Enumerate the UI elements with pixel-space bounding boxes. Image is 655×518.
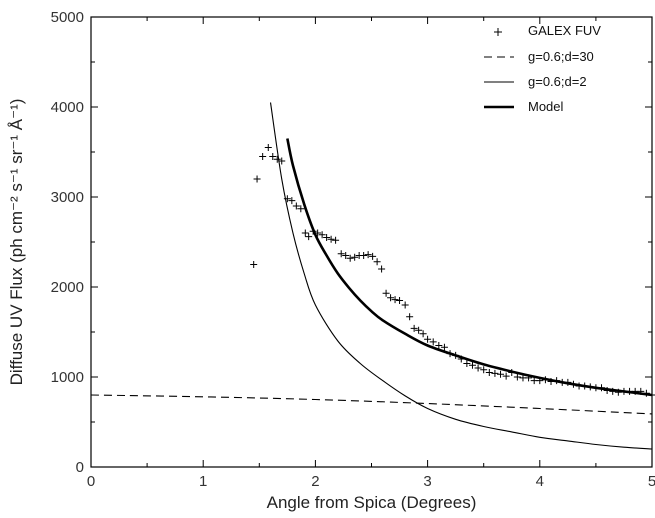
legend: GALEX FUV g=0.6;d=30 g=0.6;d=2 Model [484,23,601,114]
y-tick-label: 4000 [51,99,84,116]
legend-label-model: Model [528,99,564,114]
data-point-galex [415,326,423,334]
y-tick-label: 1000 [51,369,84,386]
data-point-galex [429,338,437,346]
x-tick-label: 5 [648,473,655,490]
data-point-galex [323,234,331,241]
data-point-galex [301,229,309,237]
data-point-galex [541,376,549,384]
data-point-galex [609,387,617,395]
legend-label-thin: g=0.6;d=2 [528,74,587,89]
legend-label-galex: GALEX FUV [528,23,601,38]
x-tick-labels: 0 1 2 3 4 5 [87,473,655,490]
data-point-galex [569,380,577,388]
data-point-galex [435,342,443,349]
series-line-1 [91,394,652,415]
data-point-galex [250,261,258,268]
data-point-galex [642,389,650,397]
curves [91,102,652,450]
data-point-galex [360,252,368,259]
data-point-galex [406,313,414,321]
data-point-galex [309,227,317,235]
data-point-galex [446,350,454,358]
data-point-galex [401,301,409,309]
data-point-galex [351,253,359,261]
x-axis-label: Angle from Spica (Degrees) [267,493,477,512]
data-point-galex [424,335,432,343]
y-tick-label: 0 [76,459,84,476]
x-tick-label: 1 [199,473,207,490]
data-point-galex [305,233,313,241]
data-point-galex [288,197,296,205]
data-point-galex [318,231,326,239]
plot-frame [90,16,653,468]
data-point-galex [603,387,611,394]
data-point-galex [547,378,555,385]
data-point-galex [474,364,482,372]
data-point-galex [332,236,340,244]
series-line-3 [286,138,652,397]
x-tick-label: 4 [536,473,544,490]
data-point-galex [536,377,544,385]
data-point-galex [508,369,516,376]
data-point-galex [457,355,465,363]
data-point-galex [259,153,267,160]
data-point-galex [581,382,589,390]
data-point-galex [278,157,286,165]
data-point-galex [382,289,390,297]
data-point-galex [292,202,300,210]
data-point-galex [346,254,354,262]
data-point-galex [586,383,594,391]
y-axis-label: Diffuse UV Flux (ph cm⁻² s⁻¹ sr⁻¹ Å⁻¹) [7,99,26,386]
x-tick-label: 0 [87,473,95,490]
data-point-galex [337,250,345,258]
data-point-galex [497,370,505,378]
data-point-galex [342,252,350,259]
legend-marker-galex [494,28,502,36]
data-point-galex [373,258,381,266]
data-point-galex [387,294,395,302]
data-point-galex [637,387,645,395]
data-point-galex [614,388,622,396]
data-point-galex [463,360,471,367]
data-point-galex [391,296,399,304]
x-tick-label: 3 [423,473,431,490]
y-tick-labels: 0 1000 2000 3000 4000 5000 [51,9,84,476]
data-point-galex [491,369,499,377]
x-tick-label: 2 [311,473,319,490]
data-point-galex [253,175,261,183]
galex-points [250,144,655,399]
data-point-galex [378,265,386,273]
data-point-galex [452,351,460,359]
data-point-galex [264,144,272,151]
data-point-galex [513,373,521,381]
data-point-galex [440,343,448,351]
y-tick-label: 3000 [51,189,84,206]
data-point-galex [525,374,533,382]
data-point-galex [396,297,404,304]
data-point-galex [564,378,572,386]
data-point-galex [468,361,476,369]
data-point-galex [485,369,493,376]
data-point-galex [598,384,606,392]
legend-label-dashed: g=0.6;d=30 [528,49,594,64]
y-tick-label: 2000 [51,279,84,296]
data-point-galex [502,372,510,380]
data-point-galex [283,195,291,203]
data-point-galex [369,252,377,260]
series-line-2 [269,102,652,450]
data-point-galex [410,324,418,332]
data-point-galex [553,377,561,385]
data-point-galex [314,229,322,237]
y-tick-label: 5000 [51,9,84,26]
data-point-galex [273,155,281,163]
data-point-galex [419,330,427,338]
data-point-galex [364,251,372,259]
data-point-galex [327,235,335,243]
data-point-galex [480,366,488,374]
data-point-galex [269,153,277,160]
data-point-galex [297,205,305,213]
